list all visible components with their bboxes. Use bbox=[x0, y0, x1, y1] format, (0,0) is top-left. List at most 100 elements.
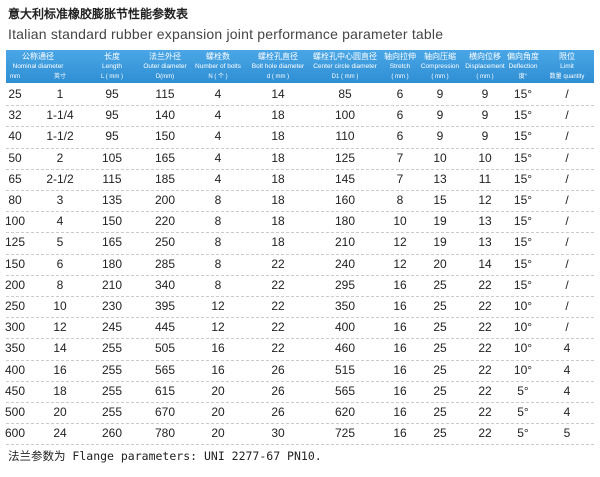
table-cell: 450 bbox=[4, 383, 26, 398]
table-cell: 780 bbox=[154, 426, 176, 441]
row-separator bbox=[6, 211, 594, 213]
row-separator bbox=[6, 380, 594, 382]
table-cell: 340 bbox=[154, 277, 176, 292]
table-cell: 1-1/4 bbox=[46, 108, 74, 123]
table-cell: 25 bbox=[433, 362, 447, 377]
table-cell: 25 bbox=[433, 320, 447, 335]
table-cell: 565 bbox=[154, 362, 176, 377]
table-cell: 8 bbox=[56, 277, 64, 292]
table-cell: 255 bbox=[101, 341, 123, 356]
column-header-zh: 轴向压缩 bbox=[424, 52, 456, 61]
column-header-zh: 螺栓孔直径 bbox=[258, 52, 298, 61]
row-separator bbox=[6, 126, 594, 128]
column-header-zh: 限位 bbox=[559, 52, 575, 61]
column-header-en: Outer diameter bbox=[143, 63, 187, 70]
table-cell: 22 bbox=[478, 299, 492, 313]
table-cell: 150 bbox=[101, 214, 123, 229]
table-cell: 725 bbox=[334, 426, 356, 441]
row-separator bbox=[6, 296, 594, 297]
table-cell: 65 bbox=[8, 171, 22, 186]
column-header-unit: 英寸 bbox=[53, 74, 67, 80]
table-cell: 2-1/2 bbox=[46, 171, 74, 186]
table-cell: 3 bbox=[56, 193, 64, 207]
table-cell: / bbox=[565, 320, 569, 335]
row-separator bbox=[6, 105, 594, 107]
table-cell: 12 bbox=[393, 235, 407, 250]
table-cell: 13 bbox=[478, 235, 492, 250]
table-cell: 220 bbox=[154, 214, 176, 229]
table-cell: 230 bbox=[101, 299, 123, 313]
column-header-unit: d ( mm ) bbox=[266, 74, 290, 80]
table-cell: 115 bbox=[102, 171, 122, 186]
table-cell: 255 bbox=[101, 405, 123, 419]
table-cell: / bbox=[565, 171, 569, 186]
table-cell: 4 bbox=[214, 150, 222, 165]
row-separator bbox=[6, 147, 594, 149]
table-cell: 110 bbox=[335, 129, 355, 144]
column-header-unit: 度° bbox=[518, 74, 528, 80]
table-cell: 26 bbox=[271, 383, 285, 398]
table-cell: 250 bbox=[4, 299, 26, 313]
column-header-zh: 长度 bbox=[104, 52, 120, 61]
column-header-unit: D(mm) bbox=[155, 74, 175, 80]
table-cell: 4 bbox=[563, 405, 571, 419]
table-cell: 22 bbox=[271, 320, 285, 335]
table-cell: 445 bbox=[154, 320, 176, 335]
row-separator bbox=[6, 168, 594, 170]
table-cell: 350 bbox=[334, 299, 356, 313]
table-cell: 285 bbox=[154, 256, 176, 271]
table-cell: 12 bbox=[211, 299, 225, 313]
table-cell: 18 bbox=[271, 214, 285, 229]
table-cell: 255 bbox=[101, 362, 123, 377]
table-cell: 95 bbox=[105, 129, 119, 144]
table-cell: 20 bbox=[211, 426, 225, 441]
table-cell: 500 bbox=[4, 405, 26, 419]
table-cell: 125 bbox=[334, 150, 356, 165]
table-cell: 4 bbox=[56, 214, 64, 229]
table-cell: 14 bbox=[271, 87, 285, 101]
column-header-zh: 法兰外径 bbox=[149, 52, 181, 61]
table-cell: 25 bbox=[8, 87, 22, 101]
column-header-unit: D1 ( mm ) bbox=[331, 74, 359, 80]
column-header-en: Limit bbox=[560, 63, 574, 70]
column-header-en: Number of bolts bbox=[195, 63, 241, 70]
table-cell: 80 bbox=[8, 193, 22, 207]
table-cell: 4 bbox=[214, 129, 222, 144]
table-cell: 300 bbox=[4, 320, 26, 335]
table-cell: 240 bbox=[334, 256, 356, 271]
table-cell: 15 bbox=[433, 193, 447, 207]
table-cell: 10 bbox=[478, 150, 492, 165]
table-cell: 15° bbox=[513, 214, 533, 229]
table-cell: 6 bbox=[396, 108, 404, 123]
table-cell: 5° bbox=[517, 405, 529, 419]
table-cell: 50 bbox=[8, 150, 22, 165]
table-cell: / bbox=[565, 235, 569, 250]
column-header-zh: 螺栓孔中心圆直径 bbox=[313, 52, 377, 61]
table-cell: 18 bbox=[53, 383, 67, 398]
table-cell: 10° bbox=[513, 299, 533, 313]
table-cell: 350 bbox=[4, 341, 26, 356]
table-cell: 105 bbox=[101, 150, 123, 165]
table-cell: 20 bbox=[211, 383, 225, 398]
table-cell: 100 bbox=[4, 214, 26, 229]
table-cell: 245 bbox=[101, 320, 123, 335]
row-separator bbox=[6, 444, 594, 446]
table-cell: 295 bbox=[334, 277, 356, 292]
column-header-zh: 轴向拉伸 bbox=[384, 52, 416, 61]
table-cell: 7 bbox=[396, 150, 404, 165]
table-cell: 30 bbox=[271, 426, 285, 441]
table-cell: 22 bbox=[478, 405, 492, 419]
table-cell: 20 bbox=[53, 405, 67, 419]
table-cell: 26 bbox=[271, 405, 285, 419]
table-cell: 16 bbox=[211, 341, 225, 356]
table-cell: 460 bbox=[334, 341, 356, 356]
table-cell: 6 bbox=[396, 87, 404, 101]
table-cell: 25 bbox=[433, 277, 447, 292]
table-cell: 15° bbox=[513, 277, 533, 292]
column-header-en: Deflection bbox=[508, 63, 538, 70]
table-cell: 15° bbox=[513, 171, 533, 186]
table-cell: 16 bbox=[393, 383, 407, 398]
column-header-en: Length bbox=[102, 63, 122, 70]
table-cell: 25 bbox=[433, 341, 447, 356]
table-cell: 565 bbox=[334, 383, 356, 398]
